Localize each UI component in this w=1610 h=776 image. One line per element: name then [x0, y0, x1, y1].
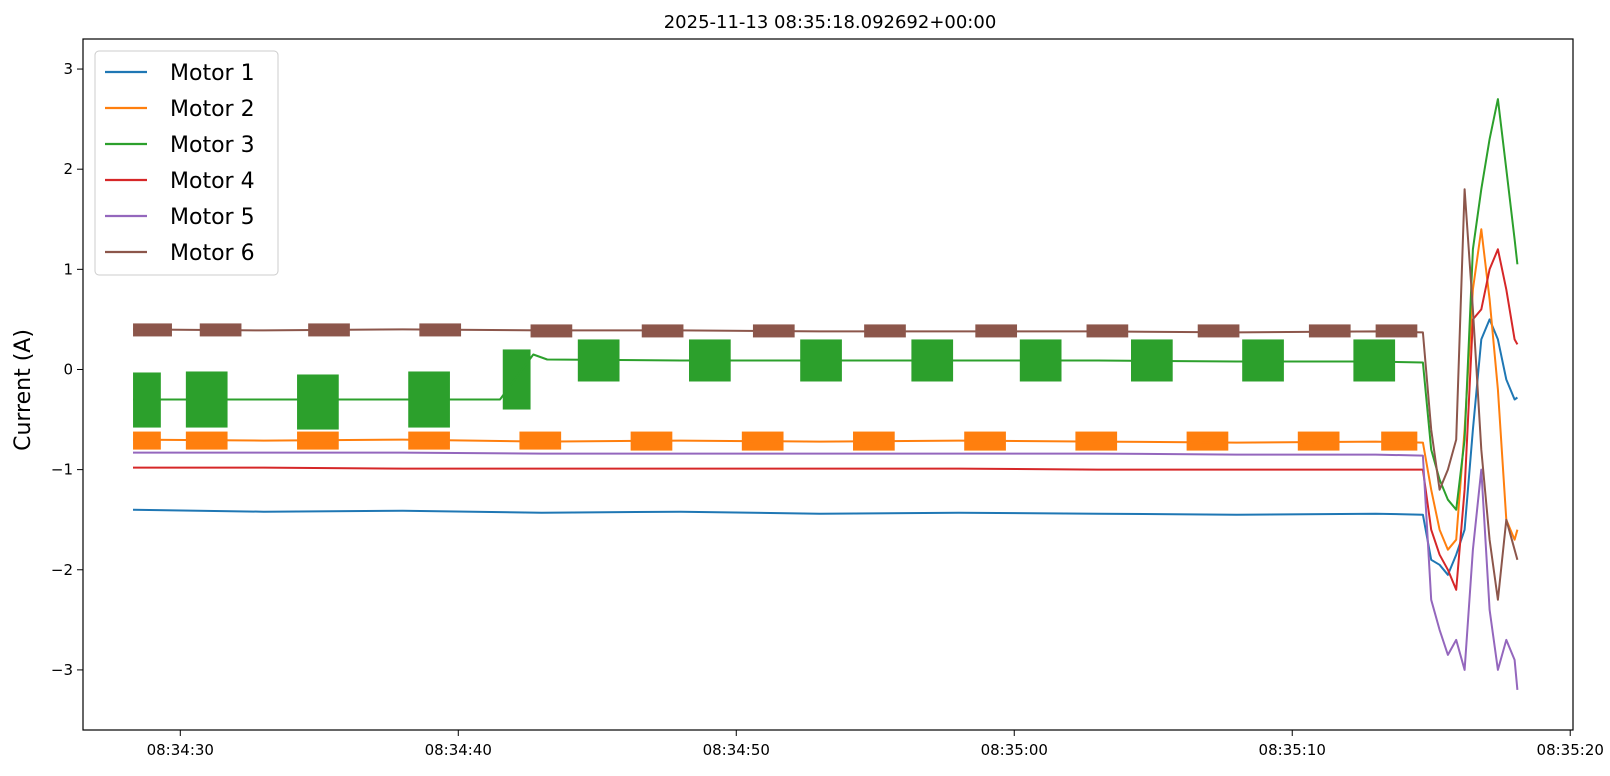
y-tick-label: 1	[63, 260, 73, 278]
y-tick-label: −1	[51, 461, 73, 479]
y-tick-label: 0	[63, 360, 73, 378]
oscillation-band	[297, 374, 339, 430]
plot-area	[132, 98, 1519, 690]
x-tick-label: 08:35:00	[981, 741, 1048, 759]
legend: Motor 1 Motor 2 Motor 3 Motor 4 Motor 5 Motor…	[94, 50, 279, 276]
legend-entry-label: Motor 5	[170, 205, 255, 230]
oscillation-bands	[133, 323, 1418, 451]
y-tick-label: 3	[63, 60, 73, 78]
oscillation-band	[502, 349, 531, 410]
series-line-motor-2	[132, 228, 1519, 551]
oscillation-band	[1242, 339, 1284, 382]
series-line-motor-5	[133, 451, 1519, 690]
axes: 08:34:30 08:34:40 08:34:50 08:35:00 08:35:10…	[51, 38, 1604, 759]
series-line-motor-6	[132, 188, 1519, 601]
x-tick-label: 08:35:20	[1537, 741, 1604, 759]
x-tick-label: 08:35:10	[1259, 741, 1326, 759]
series-line-motor-4	[133, 248, 1519, 591]
x-tick-label: 08:34:40	[425, 741, 492, 759]
y-tick-label: 2	[63, 160, 73, 178]
y-tick-label: −2	[51, 561, 73, 579]
oscillation-band	[1197, 324, 1240, 338]
chart-title: 2025-11-13 08:35:18.092692+00:00	[664, 12, 997, 33]
legend-entry-label: Motor 2	[170, 97, 255, 122]
plot-frame	[82, 38, 1574, 731]
x-tick-label: 08:34:50	[703, 741, 770, 759]
oscillation-band	[1353, 339, 1396, 382]
y-axis-label: Current (A)	[11, 329, 36, 451]
series-lines	[132, 98, 1519, 690]
legend-entry-label: Motor 4	[170, 169, 255, 194]
series-line-motor-3	[133, 98, 1519, 511]
legend-entry-label: Motor 1	[170, 61, 255, 86]
legend-entry-label: Motor 6	[170, 241, 255, 266]
oscillation-band	[1186, 431, 1229, 451]
y-tick-label: −3	[51, 661, 73, 679]
legend-entry-label: Motor 3	[170, 133, 255, 158]
oscillation-band	[1381, 431, 1418, 451]
x-tick-label: 08:34:30	[147, 741, 214, 759]
